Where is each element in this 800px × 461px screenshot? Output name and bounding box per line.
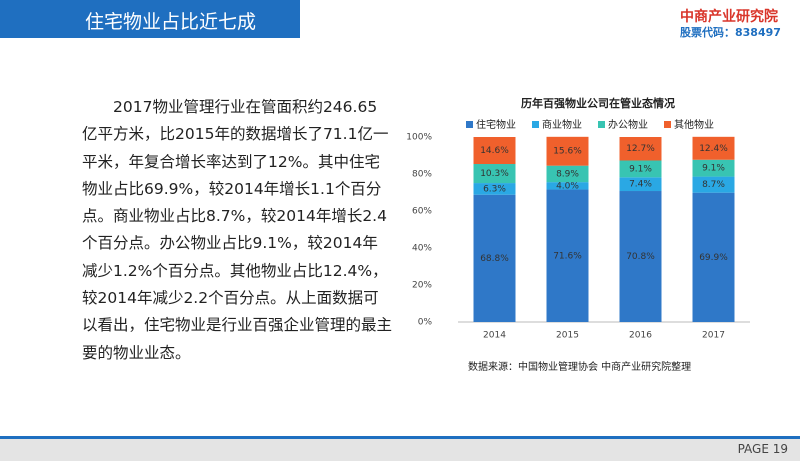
value-label: 71.6% — [553, 251, 582, 261]
bar-segment — [619, 137, 662, 161]
footer-band — [0, 439, 800, 461]
value-label: 6.3% — [483, 184, 506, 194]
x-tick-label: 2015 — [556, 331, 579, 341]
y-tick-label: 20% — [412, 281, 432, 291]
bar-segment — [619, 191, 662, 322]
legend-label: 住宅物业 — [476, 118, 516, 131]
value-label: 9.1% — [702, 164, 725, 174]
bar-segment — [473, 194, 516, 322]
value-label: 70.8% — [626, 252, 655, 262]
bar-segment — [473, 137, 516, 165]
slide-title: 住宅物业占比近七成 — [85, 11, 257, 33]
page-number: PAGE 19 — [737, 442, 788, 456]
header-band — [0, 0, 300, 38]
y-tick-label: 0% — [418, 318, 433, 328]
chart-source: 数据来源：中国物业管理协会 中商产业研究院整理 — [468, 360, 691, 373]
body-paragraph: 2017物业管理行业在管面积约246.65亿平方米，比2015年的数据增长了71… — [82, 98, 393, 362]
bar-segment — [546, 136, 589, 166]
bar-segment — [692, 159, 735, 177]
bar-segment — [619, 160, 662, 178]
legend-swatch — [532, 121, 539, 128]
stock-code: 股票代码：838497 — [680, 26, 781, 39]
value-label: 69.9% — [699, 253, 728, 263]
bar-segment — [692, 192, 735, 322]
value-label: 68.8% — [480, 254, 509, 264]
bar-segment — [692, 176, 735, 193]
value-label: 4.0% — [556, 181, 579, 191]
logo-name: 中商产业研究院 — [680, 9, 778, 25]
bar-segment — [546, 189, 589, 322]
value-label: 12.7% — [626, 144, 655, 154]
legend-label: 商业物业 — [542, 118, 582, 131]
bar-segment — [546, 165, 589, 183]
footer-line — [0, 436, 800, 439]
y-tick-label: 60% — [412, 207, 432, 217]
bar-segment — [692, 136, 735, 160]
chart-title: 历年百强物业公司在管业态情况 — [521, 96, 675, 110]
bar-segment — [473, 164, 516, 184]
legend-swatch — [664, 121, 671, 128]
y-tick-label: 40% — [412, 244, 432, 254]
x-tick-label: 2017 — [702, 331, 725, 341]
y-tick-label: 80% — [412, 170, 432, 180]
x-tick-label: 2016 — [629, 331, 652, 341]
bar-segment — [619, 177, 662, 192]
value-label: 7.4% — [629, 180, 652, 190]
value-label: 8.7% — [702, 180, 725, 190]
value-label: 10.3% — [480, 169, 509, 179]
value-label: 9.1% — [629, 164, 652, 174]
y-tick-label: 100% — [406, 133, 432, 143]
legend-swatch — [598, 121, 605, 128]
value-label: 12.4% — [699, 144, 728, 154]
legend-label: 办公物业 — [608, 118, 648, 131]
bar-segment — [473, 183, 516, 195]
bar-segment — [546, 182, 589, 190]
value-label: 14.6% — [480, 146, 509, 156]
x-tick-label: 2014 — [483, 331, 506, 341]
legend-label: 其他物业 — [674, 118, 714, 131]
value-label: 15.6% — [553, 147, 582, 157]
legend-swatch — [466, 121, 473, 128]
value-label: 8.9% — [556, 169, 579, 179]
